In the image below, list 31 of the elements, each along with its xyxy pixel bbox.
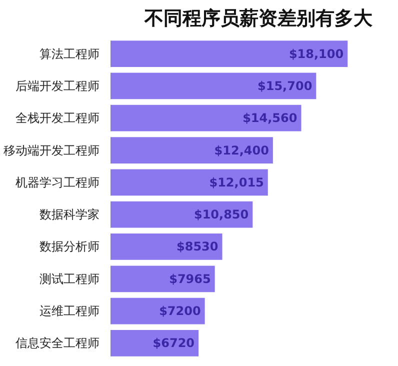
data-label: $15,700 <box>258 78 312 93</box>
bar <box>110 201 253 228</box>
y-tick-label: 数据分析师 <box>40 240 100 254</box>
bar <box>110 330 199 356</box>
bar <box>110 298 205 324</box>
y-tick-label: 算法工程师 <box>40 46 100 61</box>
data-label: $18,100 <box>288 46 344 61</box>
y-tick-label: 运维工程师 <box>40 304 100 318</box>
data-label: $10,850 <box>194 208 249 222</box>
chart-title: 不同程序员薪资差别有多大 <box>144 8 374 30</box>
data-label: $7200 <box>159 304 201 318</box>
data-label: $14,560 <box>242 111 298 126</box>
bar <box>110 169 268 196</box>
bar <box>110 104 302 132</box>
bar <box>110 266 215 292</box>
y-tick-label: 机器学习工程师 <box>16 175 100 190</box>
bar <box>110 40 348 67</box>
data-label: $6720 <box>152 336 195 350</box>
data-label: $12,400 <box>214 143 269 158</box>
y-tick-label: 信息安全工程师 <box>16 336 100 350</box>
y-tick-label: 全栈开发工程师 <box>16 111 100 126</box>
data-label: $7965 <box>169 272 211 286</box>
y-tick-label: 测试工程师 <box>40 272 100 286</box>
bar <box>110 72 316 100</box>
y-tick-label: 移动端开发工程师 <box>4 143 100 158</box>
data-label: $8530 <box>176 240 218 254</box>
bar <box>110 137 273 164</box>
y-tick-label: 数据科学家 <box>40 208 100 222</box>
y-tick-label: 后端开发工程师 <box>16 78 100 93</box>
bar <box>110 234 222 260</box>
data-label: $12,015 <box>209 175 264 190</box>
